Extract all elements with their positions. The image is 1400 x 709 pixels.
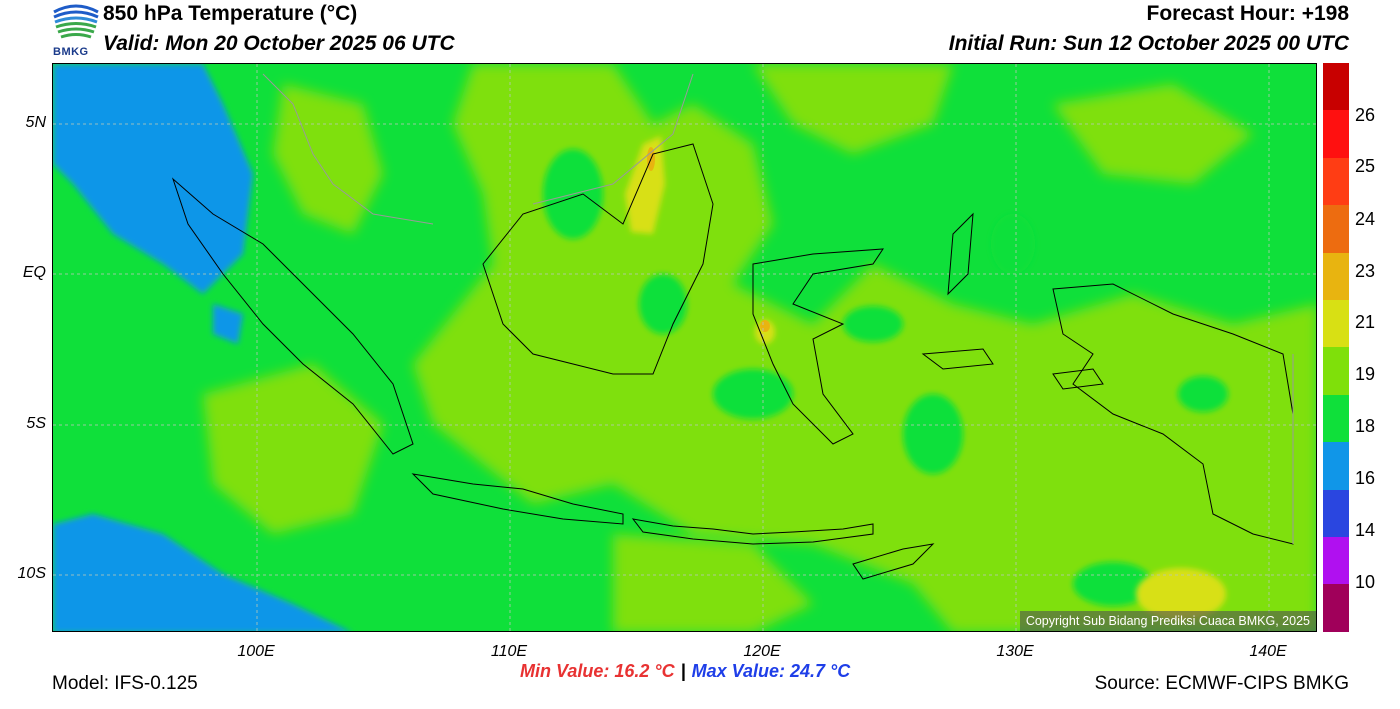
colorbar-swatch <box>1323 347 1349 395</box>
colorbar-label: 24 <box>1355 209 1376 229</box>
colorbar-swatch <box>1323 489 1349 538</box>
colorbar-label: 16 <box>1355 468 1376 488</box>
colorbar-label: 18 <box>1355 416 1376 436</box>
lon-label-130e: 130E <box>996 643 1034 660</box>
colorbar-swatch <box>1323 63 1349 111</box>
map-field <box>53 64 1316 631</box>
colorbar-swatch <box>1323 157 1349 206</box>
max-value: Max Value: 24.7 °C <box>691 661 851 681</box>
colorbar-label: 23 <box>1355 261 1376 281</box>
initial-run: Initial Run: Sun 12 October 2025 00 UTC <box>948 32 1349 55</box>
lon-label-100e: 100E <box>237 643 275 660</box>
temperature-map: Copyright Sub Bidang Prediksi Cuaca BMKG… <box>52 63 1317 632</box>
lat-label-10s: 10S <box>17 565 46 582</box>
lat-label-eq: EQ <box>22 264 46 281</box>
colorbar-label: 14 <box>1355 520 1376 540</box>
colorbar-swatch <box>1323 252 1349 301</box>
min-max-values: Min Value: 16.2 °C | Max Value: 24.7 °C <box>520 661 850 682</box>
copyright-note: Copyright Sub Bidang Prediksi Cuaca BMKG… <box>1019 611 1316 631</box>
chart-title: 850 hPa Temperature (°C) <box>103 2 358 25</box>
forecast-hour: Forecast Hour: +198 <box>1146 2 1350 25</box>
bmkg-logo <box>53 2 99 39</box>
colorbar-swatch <box>1323 584 1349 632</box>
min-value: Min Value: 16.2 °C <box>520 661 675 681</box>
colorbar-swatch <box>1323 300 1349 348</box>
lon-label-120e: 120E <box>743 643 781 660</box>
model-info: Model: IFS-0.125 <box>52 673 198 694</box>
colorbar-swatch <box>1323 205 1349 253</box>
separator: | <box>680 661 686 681</box>
colorbar-swatch <box>1323 394 1349 443</box>
colorbar-label: 26 <box>1355 105 1376 125</box>
logo-text: BMKG <box>53 46 89 58</box>
colorbar <box>1323 63 1349 632</box>
lon-label-110e: 110E <box>490 643 528 660</box>
colorbar-label: 19 <box>1355 364 1376 384</box>
colorbar-label: 21 <box>1355 312 1376 332</box>
lat-label-5n: 5N <box>25 114 46 131</box>
colorbar-swatch <box>1323 442 1349 490</box>
colorbar-label: 25 <box>1355 156 1376 176</box>
source-info: Source: ECMWF-CIPS BMKG <box>1094 673 1349 694</box>
colorbar-label: 10 <box>1355 572 1376 592</box>
colorbar-swatch <box>1323 110 1349 158</box>
lat-label-5s: 5S <box>26 415 46 432</box>
lon-label-140e: 140E <box>1249 643 1287 660</box>
colorbar-swatch <box>1323 537 1349 585</box>
valid-time: Valid: Mon 20 October 2025 06 UTC <box>103 32 455 55</box>
